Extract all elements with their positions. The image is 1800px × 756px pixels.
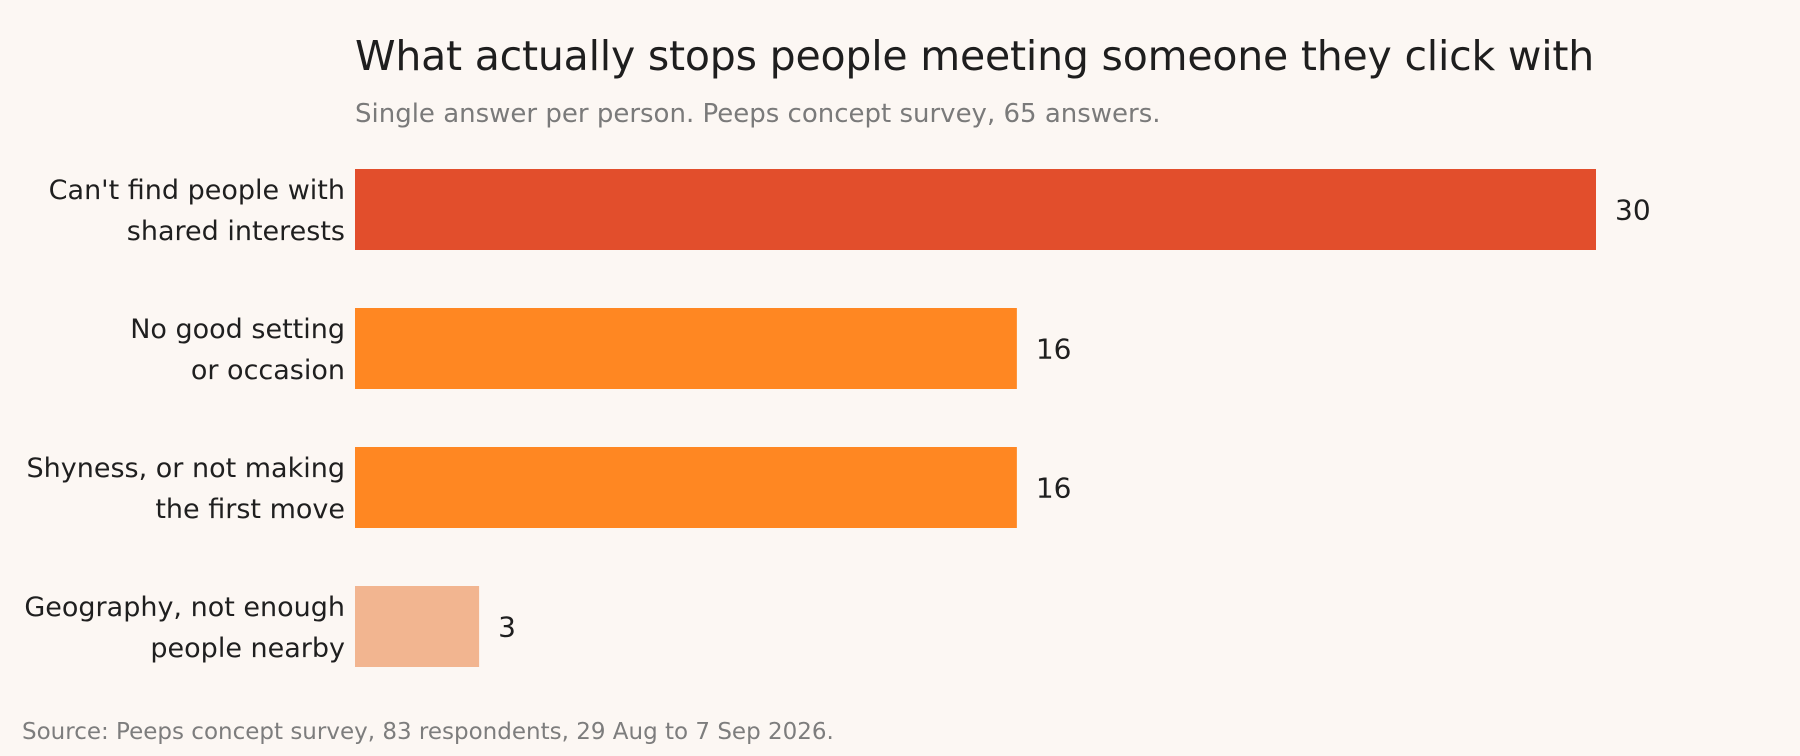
- chart-title: What actually stops people meeting someo…: [355, 32, 1595, 80]
- bar-4: [355, 586, 480, 667]
- category-label: people nearby: [150, 633, 345, 664]
- category-label: shared interests: [127, 216, 345, 247]
- bars-layer: 30 Can't find people with shared interests…: [24, 169, 1651, 667]
- bar-1: [355, 169, 1596, 250]
- category-label: Can't find people with: [49, 175, 345, 206]
- bar-value-label: 30: [1615, 194, 1651, 227]
- bar-value-label: 3: [498, 611, 516, 644]
- category-label: Geography, not enough: [24, 592, 345, 623]
- category-label: the first move: [155, 494, 345, 525]
- bar-value-label: 16: [1036, 472, 1072, 505]
- chart-source: Source: Peeps concept survey, 83 respond…: [22, 719, 834, 745]
- bar-2: [355, 308, 1017, 389]
- chart-subtitle: Single answer per person. Peeps concept …: [355, 99, 1161, 129]
- category-label: Shyness, or not making: [27, 453, 346, 484]
- category-label: or occasion: [191, 355, 345, 386]
- category-label: No good setting: [130, 314, 345, 345]
- bar-3: [355, 447, 1017, 528]
- bar-value-label: 16: [1036, 333, 1072, 366]
